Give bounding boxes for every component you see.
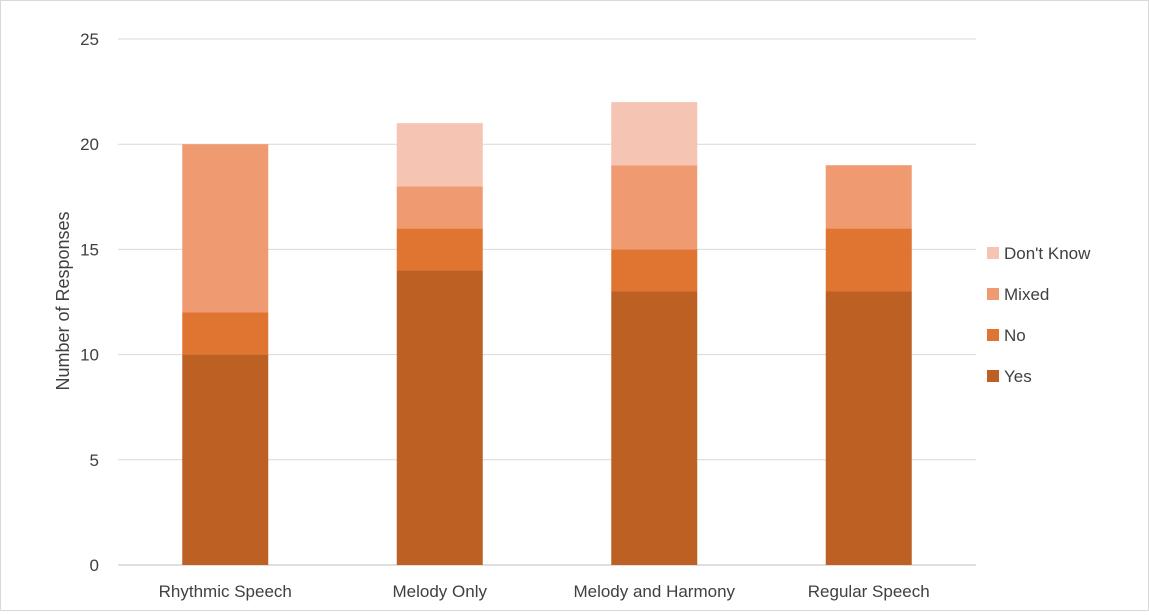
y-tick-label: 10 <box>80 346 99 365</box>
y-tick-label: 25 <box>80 30 99 49</box>
bar-segment <box>611 102 698 166</box>
y-axis-ticks: 0 5 10 15 20 25 <box>80 30 99 575</box>
x-tick-label: Melody Only <box>393 582 488 601</box>
bar-segment <box>182 354 269 565</box>
bar-segment <box>396 228 483 271</box>
legend-swatch <box>987 247 999 259</box>
bar-segment <box>396 186 483 229</box>
legend-label: Yes <box>1004 367 1032 386</box>
bar-segment <box>611 249 698 292</box>
bar-segment <box>182 144 269 313</box>
legend-swatch <box>987 329 999 341</box>
bar-segment <box>611 291 698 565</box>
bars <box>182 102 912 565</box>
legend: Don't Know Mixed No Yes <box>987 244 1091 386</box>
legend-label: Don't Know <box>1004 244 1091 263</box>
bar-segment <box>825 291 912 565</box>
bar-segment <box>825 228 912 292</box>
y-tick-label: 5 <box>90 451 99 470</box>
x-tick-label: Melody and Harmony <box>573 582 735 601</box>
y-tick-label: 20 <box>80 135 99 154</box>
bar-segment <box>611 165 698 250</box>
legend-swatch <box>987 288 999 300</box>
bar-segment <box>396 123 483 187</box>
x-tick-label: Regular Speech <box>808 582 930 601</box>
legend-label: Mixed <box>1004 285 1049 304</box>
x-axis-ticks: Rhythmic Speech Melody Only Melody and Har… <box>159 582 930 601</box>
bar-segment <box>825 165 912 229</box>
y-tick-label: 15 <box>80 240 99 259</box>
bar-segment <box>396 270 483 565</box>
x-tick-label: Rhythmic Speech <box>159 582 292 601</box>
y-axis-title: Number of Responses <box>53 211 73 390</box>
y-tick-label: 0 <box>90 556 99 575</box>
legend-label: No <box>1004 326 1026 345</box>
legend-swatch <box>987 370 999 382</box>
bar-segment <box>182 312 269 355</box>
